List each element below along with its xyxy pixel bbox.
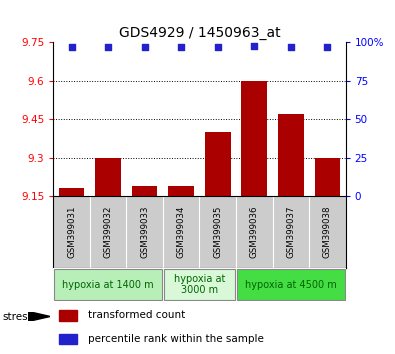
Bar: [241, 81, 267, 196]
Bar: [54, 269, 162, 300]
Text: GSM399038: GSM399038: [323, 206, 332, 258]
Bar: [95, 158, 121, 196]
Text: GSM399034: GSM399034: [177, 206, 186, 258]
Point: [68, 44, 75, 50]
Text: transformed count: transformed count: [88, 310, 186, 320]
Bar: [59, 188, 85, 196]
Text: GSM399035: GSM399035: [213, 206, 222, 258]
Point: [288, 44, 294, 50]
Text: GSM399032: GSM399032: [103, 206, 113, 258]
Text: GSM399037: GSM399037: [286, 206, 295, 258]
Bar: [314, 158, 340, 196]
Bar: [205, 132, 231, 196]
Bar: [132, 186, 158, 196]
Point: [141, 44, 148, 50]
Point: [324, 44, 331, 50]
Text: hypoxia at 4500 m: hypoxia at 4500 m: [245, 280, 337, 290]
Bar: [164, 269, 235, 300]
Text: percentile rank within the sample: percentile rank within the sample: [88, 334, 264, 344]
Polygon shape: [28, 312, 50, 321]
Bar: [168, 186, 194, 196]
Text: hypoxia at
3000 m: hypoxia at 3000 m: [174, 274, 225, 295]
Text: hypoxia at 1400 m: hypoxia at 1400 m: [62, 280, 154, 290]
Text: GSM399033: GSM399033: [140, 206, 149, 258]
Bar: [59, 310, 77, 321]
Bar: [278, 114, 304, 196]
Point: [214, 44, 221, 50]
Point: [105, 44, 111, 50]
Text: GSM399031: GSM399031: [67, 206, 76, 258]
Bar: [59, 333, 77, 344]
Point: [251, 43, 258, 48]
Title: GDS4929 / 1450963_at: GDS4929 / 1450963_at: [118, 26, 280, 40]
Text: GSM399036: GSM399036: [250, 206, 259, 258]
Bar: [237, 269, 345, 300]
Text: stress: stress: [2, 312, 33, 322]
Point: [178, 44, 184, 50]
